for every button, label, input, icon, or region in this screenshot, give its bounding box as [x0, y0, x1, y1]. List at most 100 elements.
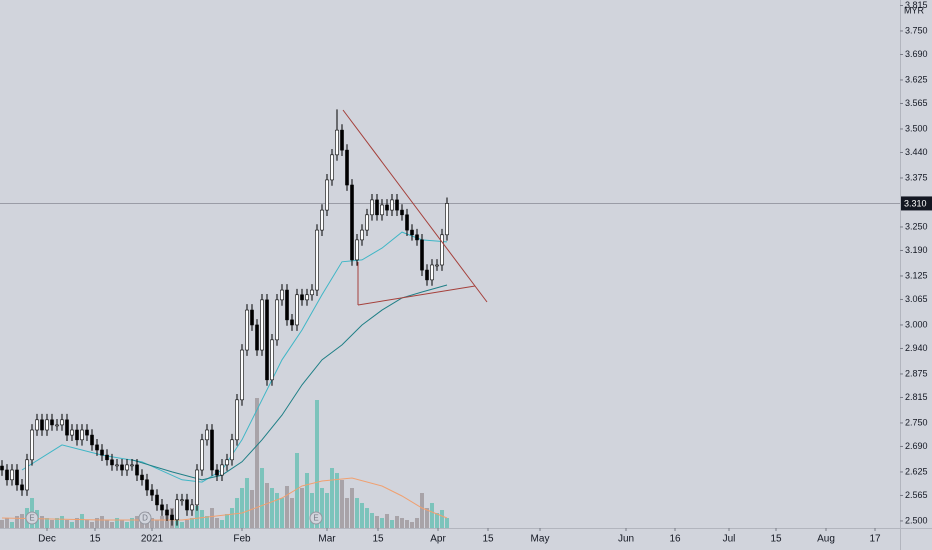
- volume-bar: [55, 518, 59, 528]
- candle-body: [40, 419, 44, 431]
- y-tick-label: 3.250: [905, 221, 928, 231]
- volume-bar: [150, 518, 154, 528]
- volume-bar: [275, 493, 279, 528]
- candle-body: [365, 214, 369, 231]
- volume-bar: [60, 516, 64, 528]
- y-tick-label: 3.625: [905, 74, 928, 84]
- volume-bar: [345, 498, 349, 528]
- volume-bar: [340, 480, 344, 528]
- volume-bar: [215, 518, 219, 528]
- candle-body: [270, 339, 274, 381]
- volume-bar: [115, 518, 119, 528]
- volume-bar: [355, 498, 359, 528]
- candle-body: [430, 264, 434, 281]
- candle-body: [325, 179, 329, 211]
- volume-bar: [290, 498, 294, 528]
- candle-body: [435, 264, 439, 267]
- candle-body: [235, 399, 239, 441]
- x-tick-label: 15: [372, 534, 384, 545]
- volume-bar: [310, 493, 314, 528]
- candle-body: [390, 199, 394, 211]
- candle-body: [380, 204, 384, 216]
- volume-bar: [40, 516, 44, 528]
- candle-body: [315, 229, 319, 291]
- volume-bar: [70, 522, 74, 528]
- volume-bar: [160, 516, 164, 528]
- volume-bar: [125, 522, 129, 528]
- candle-body: [120, 464, 124, 471]
- candle-body: [420, 239, 424, 271]
- candle-body: [85, 429, 89, 436]
- candle-body: [200, 439, 204, 471]
- candle-body: [355, 239, 359, 261]
- candle-body: [445, 203, 449, 236]
- candle-body: [10, 469, 14, 481]
- volume-bar: [375, 516, 379, 528]
- y-tick-label: 2.625: [905, 466, 928, 476]
- candle-body: [115, 464, 119, 467]
- y-tick-label: 3.000: [905, 319, 928, 329]
- volume-bar: [240, 488, 244, 528]
- y-tick-label: 2.875: [905, 368, 928, 378]
- volume-bar: [380, 518, 384, 528]
- x-tick-label: Apr: [430, 534, 446, 545]
- volume-bar: [330, 468, 334, 528]
- y-tick-label: 3.440: [905, 147, 928, 157]
- y-tick-label: 3.690: [905, 49, 928, 59]
- volume-bar: [385, 514, 389, 528]
- volume-bar: [65, 520, 69, 528]
- volume-bar: [120, 520, 124, 528]
- volume-bar: [285, 486, 289, 528]
- candle-body: [400, 209, 404, 216]
- volume-bar: [90, 522, 94, 528]
- candle-body: [110, 459, 114, 466]
- volume-bar: [255, 398, 259, 528]
- x-tick-label: Jun: [618, 534, 634, 545]
- event-marker: [138, 511, 152, 525]
- candle-body: [150, 489, 154, 496]
- candle-body: [0, 465, 4, 471]
- candle-body: [145, 479, 149, 491]
- y-tick-label: 3.565: [905, 98, 928, 108]
- candle-body: [330, 154, 334, 181]
- y-tick-label: 3.125: [905, 270, 928, 280]
- candle-body: [370, 199, 374, 216]
- candle-body: [405, 214, 409, 231]
- candle-body: [130, 464, 134, 467]
- candle-body: [340, 129, 344, 151]
- volume-bar: [105, 520, 109, 528]
- candle-body: [225, 459, 229, 466]
- candle-body: [395, 199, 399, 211]
- candle-body: [300, 294, 304, 301]
- candle-body: [265, 299, 269, 381]
- currency-label: MYR: [904, 5, 925, 15]
- candle-body: [240, 349, 244, 401]
- moving-average: [21, 231, 448, 483]
- candle-body: [310, 289, 314, 296]
- volume-bar: [195, 506, 199, 528]
- volume-bar: [260, 468, 264, 528]
- volume-bar: [200, 510, 204, 528]
- candle-body: [25, 459, 29, 491]
- event-marker: [25, 511, 39, 525]
- volume-bar: [420, 493, 424, 528]
- volume-bar: [400, 518, 404, 528]
- event-marker: [309, 511, 323, 525]
- candle-body: [425, 269, 429, 281]
- volume-bar: [0, 520, 4, 528]
- y-tick-label: 2.565: [905, 490, 928, 500]
- volume-bar: [300, 488, 304, 528]
- candle-body: [15, 469, 19, 486]
- y-tick-label: 2.500: [905, 515, 928, 525]
- candle-body: [90, 434, 94, 446]
- candle-body: [165, 509, 169, 516]
- candle-body: [190, 504, 194, 511]
- candle-body: [215, 469, 219, 476]
- volume-bar: [295, 453, 299, 528]
- candle-body: [415, 234, 419, 241]
- volume-bar: [365, 508, 369, 528]
- x-tick-label: 16: [669, 534, 681, 545]
- volume-bar: [85, 520, 89, 528]
